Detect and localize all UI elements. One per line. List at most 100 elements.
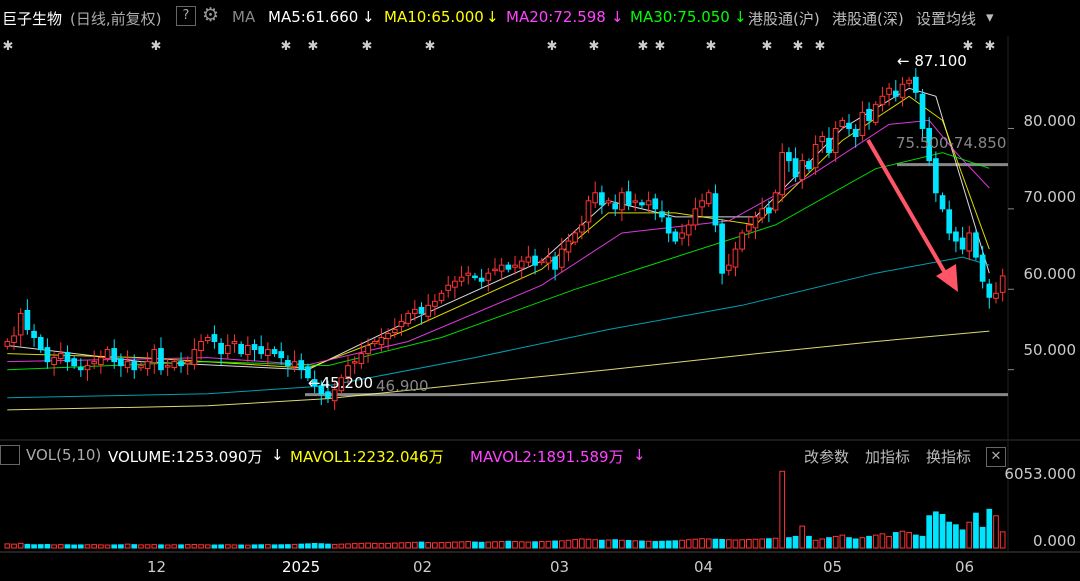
volume-bar bbox=[966, 521, 973, 549]
candle bbox=[912, 76, 919, 93]
volume-bar bbox=[919, 535, 926, 549]
volume-bar bbox=[51, 544, 57, 549]
volume-bar bbox=[478, 541, 485, 549]
volume-bar bbox=[719, 538, 725, 549]
volume-down-arrow: ↓ bbox=[271, 446, 284, 464]
volume-bar bbox=[345, 543, 351, 549]
vol-tick-label: 6053.000 bbox=[1004, 465, 1076, 483]
change-params-button[interactable]: 改参数 bbox=[804, 448, 850, 466]
candle bbox=[939, 195, 946, 210]
candle bbox=[405, 312, 411, 324]
candle bbox=[766, 207, 772, 214]
volume-bar bbox=[211, 544, 218, 549]
event-marker-icon: ✱ bbox=[762, 39, 773, 54]
volume-bar bbox=[946, 521, 953, 549]
candle bbox=[652, 198, 659, 210]
candle bbox=[692, 208, 699, 226]
volume-bar bbox=[846, 537, 852, 549]
candle bbox=[24, 309, 31, 330]
candle bbox=[625, 191, 632, 206]
volume-bar bbox=[238, 544, 244, 549]
candle bbox=[138, 365, 144, 369]
candle bbox=[725, 264, 732, 271]
volume-bar bbox=[979, 526, 986, 549]
candle bbox=[191, 349, 198, 366]
volume-bar bbox=[632, 540, 639, 549]
x-tick-label: 02 bbox=[413, 558, 433, 576]
volume-bar bbox=[525, 541, 532, 549]
volume-bar bbox=[351, 543, 358, 549]
volume-bar bbox=[318, 543, 325, 549]
swap-indicator-button[interactable]: 换指标 bbox=[926, 448, 972, 466]
candle bbox=[946, 209, 953, 234]
volume-bar bbox=[104, 544, 111, 549]
ma10-down-arrow: ↓ bbox=[486, 8, 499, 26]
add-indicator-button[interactable]: 加指标 bbox=[865, 448, 911, 466]
candle bbox=[44, 347, 51, 363]
volume-value: VOLUME:1253.090万 bbox=[108, 448, 263, 466]
panel-toggle-icon[interactable] bbox=[0, 445, 20, 465]
volume-bar bbox=[472, 541, 478, 549]
volume-bar bbox=[492, 541, 498, 549]
event-marker-icon: ✱ bbox=[985, 39, 996, 54]
volume-bar bbox=[158, 544, 164, 549]
candle bbox=[532, 255, 538, 266]
volume-bar bbox=[244, 544, 251, 549]
volume-bar bbox=[118, 544, 124, 549]
candle bbox=[31, 330, 37, 338]
volume-bar bbox=[365, 542, 371, 549]
candle bbox=[665, 217, 672, 234]
candle bbox=[752, 216, 759, 229]
volume-bar bbox=[258, 544, 265, 549]
arrow-left-icon: ← bbox=[897, 52, 910, 70]
candle bbox=[552, 256, 558, 270]
volume-bar bbox=[285, 544, 291, 549]
candle bbox=[345, 365, 351, 378]
candle bbox=[358, 353, 365, 365]
candle bbox=[11, 335, 17, 343]
candle bbox=[211, 334, 218, 343]
y-tick-label: 60.000 bbox=[1023, 265, 1077, 283]
candle bbox=[993, 292, 999, 299]
candle bbox=[999, 275, 1006, 293]
gear-icon[interactable]: ⚙ bbox=[202, 4, 220, 26]
hk-connect-sh[interactable]: 港股通(沪) bbox=[748, 10, 820, 28]
candle bbox=[933, 158, 939, 194]
volume-bar bbox=[685, 539, 692, 549]
candle bbox=[572, 232, 578, 243]
x-tick-label: 04 bbox=[694, 558, 714, 576]
volume-bar bbox=[151, 544, 158, 549]
candle bbox=[986, 283, 993, 298]
candle bbox=[612, 203, 619, 210]
volume-bar bbox=[745, 538, 752, 549]
hk-connect-sz[interactable]: 港股通(深) bbox=[832, 10, 904, 28]
candle bbox=[892, 90, 899, 97]
candle bbox=[786, 152, 792, 162]
chevron-down-icon[interactable]: ▾ bbox=[986, 8, 994, 26]
trend-arrow-head bbox=[936, 264, 958, 292]
volume-header: VOL(5,10) VOLUME:1253.090万 ↓ MAVOL1:2232… bbox=[0, 444, 1080, 468]
stock-name[interactable]: 巨子生物 bbox=[2, 10, 63, 28]
candle bbox=[278, 351, 285, 359]
close-icon[interactable]: ✕ bbox=[986, 447, 1006, 467]
volume-bar bbox=[231, 544, 238, 549]
volume-bar bbox=[64, 544, 71, 549]
candle bbox=[852, 128, 859, 138]
ma-settings-button[interactable]: 设置均线 bbox=[916, 10, 977, 28]
candle bbox=[745, 224, 752, 232]
event-marker-icon: ✱ bbox=[655, 39, 666, 54]
volume-bar bbox=[545, 540, 552, 549]
candle bbox=[605, 200, 612, 204]
volume-bar bbox=[612, 539, 619, 549]
candle bbox=[739, 232, 745, 250]
ma-line-ma120 bbox=[7, 330, 990, 411]
help-button[interactable]: ? bbox=[176, 6, 196, 26]
candle bbox=[619, 192, 625, 211]
volume-bar bbox=[786, 537, 792, 549]
volume-bar bbox=[792, 535, 799, 549]
volume-bar bbox=[839, 534, 846, 549]
volume-bar bbox=[191, 544, 198, 549]
event-marker-icon: ✱ bbox=[151, 39, 162, 54]
volume-bar bbox=[639, 540, 645, 549]
